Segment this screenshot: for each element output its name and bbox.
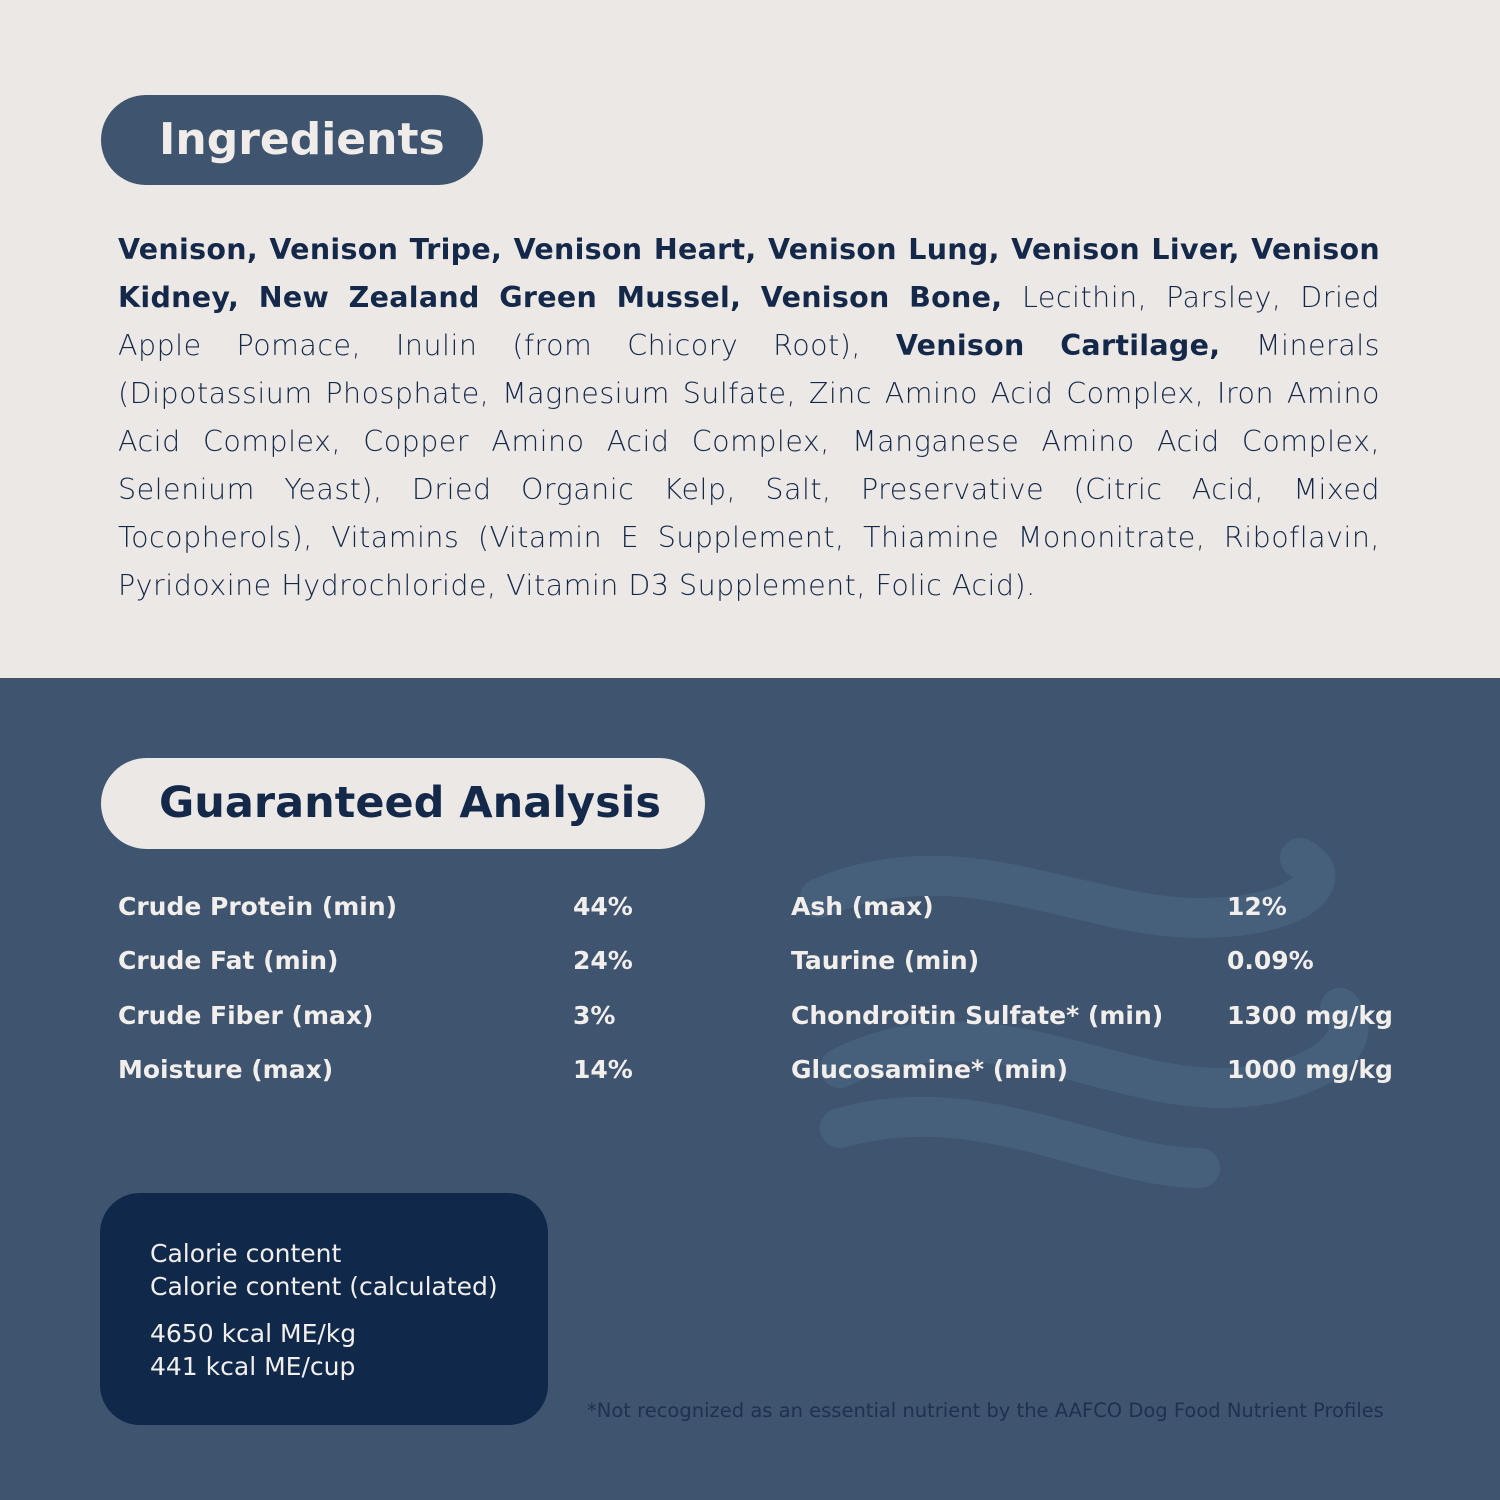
ingredient-segment: Lecithin, Parsley, Dried Apple Pomace, I… bbox=[118, 281, 1381, 362]
analysis-label: Ash (max) bbox=[791, 892, 934, 921]
ingredient-segment: Venison, Venison Tripe, Venison Heart, V… bbox=[118, 233, 1380, 314]
calorie-per-cup: 441 kcal ME/cup bbox=[150, 1352, 356, 1381]
ingredients-section: Ingredients Venison, Venison Tripe, Veni… bbox=[0, 0, 1500, 678]
calorie-content-box: Calorie content Calorie content (calcula… bbox=[100, 1193, 548, 1425]
analysis-value: 12% bbox=[1227, 892, 1287, 921]
analysis-value: 1300 mg/kg bbox=[1227, 1001, 1393, 1030]
analysis-label: Taurine (min) bbox=[791, 946, 980, 975]
ingredient-segment: Venison Cartilage, bbox=[895, 329, 1256, 362]
analysis-heading: Guaranteed Analysis bbox=[101, 758, 705, 849]
analysis-value: 3% bbox=[573, 1001, 616, 1030]
analysis-label: Crude Fiber (max) bbox=[118, 1001, 374, 1030]
analysis-label: Moisture (max) bbox=[118, 1055, 334, 1084]
analysis-value: 24% bbox=[573, 946, 633, 975]
ingredients-list: Venison, Venison Tripe, Venison Heart, V… bbox=[118, 226, 1380, 610]
analysis-value: 44% bbox=[573, 892, 633, 921]
analysis-label: Crude Protein (min) bbox=[118, 892, 398, 921]
analysis-label: Crude Fat (min) bbox=[118, 946, 339, 975]
analysis-label: Glucosamine* (min) bbox=[791, 1055, 1069, 1084]
calorie-per-kg: 4650 kcal ME/kg bbox=[150, 1319, 357, 1348]
analysis-value: 0.09% bbox=[1227, 946, 1314, 975]
analysis-section: Guaranteed Analysis Crude Protein (min) 4… bbox=[0, 678, 1500, 1500]
analysis-value: 1000 mg/kg bbox=[1227, 1055, 1393, 1084]
ingredients-heading: Ingredients bbox=[101, 95, 483, 185]
analysis-label: Chondroitin Sulfate* (min) bbox=[791, 1001, 1164, 1030]
calorie-label: Calorie content bbox=[150, 1239, 342, 1268]
analysis-value: 14% bbox=[573, 1055, 633, 1084]
footnote: *Not recognized as an essential nutrient… bbox=[587, 1399, 1384, 1422]
wave-watermark-icon bbox=[800, 838, 1369, 1188]
calorie-calculated-label: Calorie content (calculated) bbox=[150, 1272, 498, 1301]
ingredient-segment: Minerals (Dipotassium Phosphate, Magnesi… bbox=[118, 329, 1380, 602]
